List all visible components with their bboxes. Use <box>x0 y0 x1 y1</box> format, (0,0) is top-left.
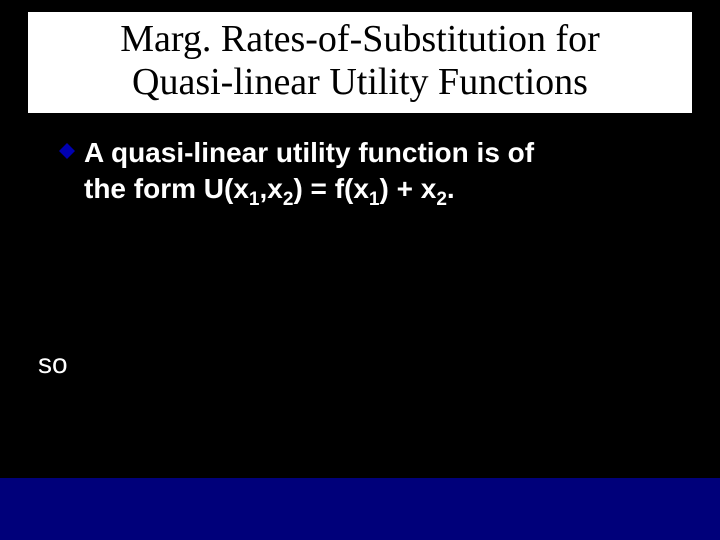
bullet-p6: . <box>447 173 455 204</box>
slide-title: Marg. Rates-of-Substitution for Quasi-li… <box>28 12 692 113</box>
sub-2: 2 <box>283 189 294 210</box>
sub-3: 1 <box>369 189 380 210</box>
body-area: A quasi-linear utility function is of th… <box>20 113 700 212</box>
bullet-p3: ,x <box>260 173 283 204</box>
title-line-2: Quasi-linear Utility Functions <box>132 61 588 103</box>
diamond-icon <box>58 142 76 165</box>
bottom-band <box>0 478 720 540</box>
title-line-1: Marg. Rates-of-Substitution for <box>120 18 600 60</box>
sub-1: 1 <box>249 189 260 210</box>
sub-4: 2 <box>436 189 447 210</box>
slide: Marg. Rates-of-Substitution for Quasi-li… <box>0 0 720 540</box>
bullet-text: A quasi-linear utility function is of th… <box>84 135 534 212</box>
bullet-p5: ) + x <box>380 173 437 204</box>
bullet-item: A quasi-linear utility function is of th… <box>58 135 670 212</box>
bullet-p1: A quasi-linear utility function is of <box>84 137 534 168</box>
so-text: so <box>38 348 68 380</box>
bullet-p4: ) = f(x <box>293 173 368 204</box>
bullet-p2: the form U(x <box>84 173 249 204</box>
